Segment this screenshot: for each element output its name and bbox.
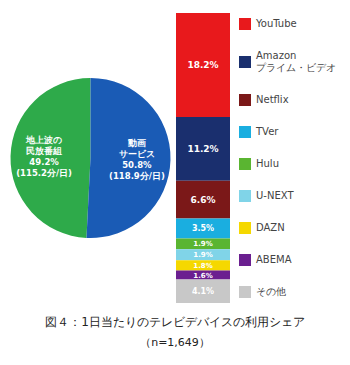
html-text:（n=1,649）: （n=1,649） [140,336,210,349]
svg-text:地上波の民放番組49.2%(115.2分/日): 地上波の民放番組49.2%(115.2分/日) [16,135,72,178]
html-text:Netflix: Netflix [256,94,289,105]
html-text:DAZN: DAZN [256,222,285,233]
svg-text:1.6%: 1.6% [193,272,212,280]
svg-text:1.9%: 1.9% [193,240,212,248]
html-text:その他: その他 [256,286,286,297]
svg-text:1.9%: 1.9% [193,251,212,259]
svg-text:18.2%: 18.2% [187,60,218,70]
svg-text:1.8%: 1.8% [193,262,212,270]
html-text:ABEMA: ABEMA [256,254,292,265]
html-text:U-NEXT: U-NEXT [256,190,294,201]
html-text:Amazon プライム・ビデオ: Amazon プライム・ビデオ [256,50,336,73]
svg-text:11.2%: 11.2% [187,144,218,154]
html-text:Hulu: Hulu [256,158,279,169]
svg-text:6.6%: 6.6% [191,195,216,205]
html-text:図４：1日当たりのテレビデバイスの利用シェア: 図４：1日当たりのテレビデバイスの利用シェア [45,315,305,329]
html-text:TVer: TVer [256,126,279,137]
html-text:YouTube: YouTube [256,18,297,29]
svg-text:4.1%: 4.1% [192,287,214,296]
svg-text:3.5%: 3.5% [192,224,214,233]
svg-text:動画サービス50.8%(118.9分/日): 動画サービス50.8%(118.9分/日) [109,138,165,181]
